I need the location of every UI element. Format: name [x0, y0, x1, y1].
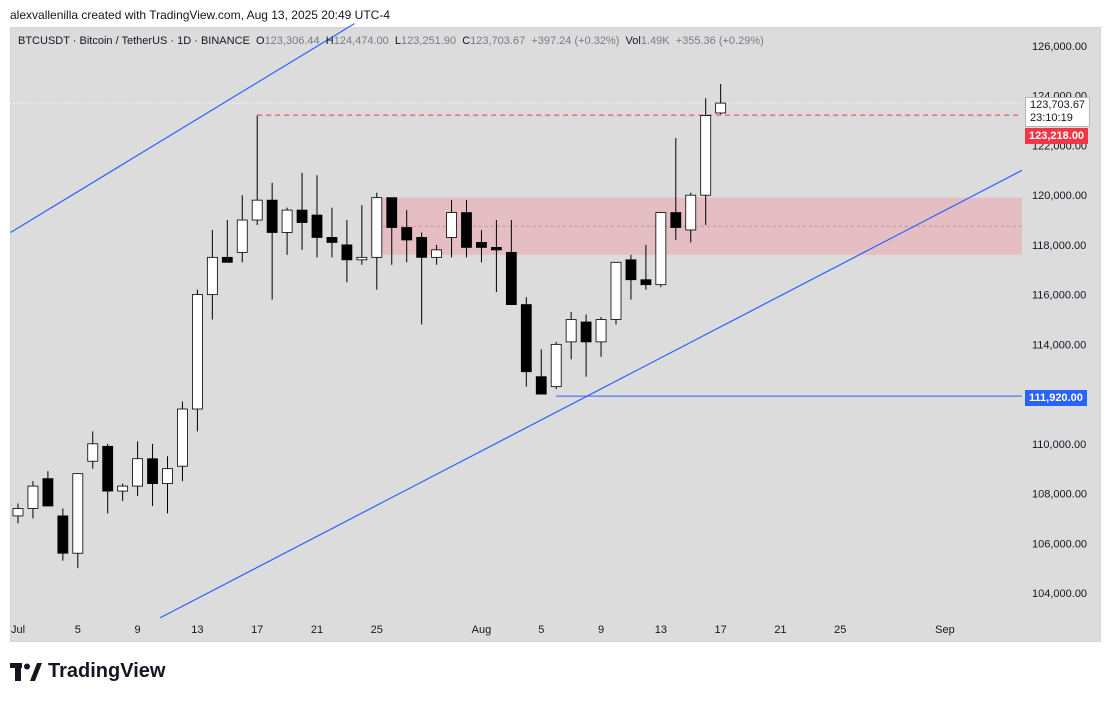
candle-countdown: 23:10:19: [1030, 112, 1073, 124]
low-value: 123,251.90: [401, 35, 457, 47]
candle-body: [191, 294, 203, 410]
candle-body: [296, 209, 308, 223]
last-price-value: 123,703.67: [1030, 99, 1086, 111]
y-tick-label: 114,000.00: [1032, 339, 1086, 351]
candle-body: [266, 199, 278, 233]
candle-body: [236, 219, 248, 253]
candle-body: [446, 212, 457, 238]
last-price-tag: 123,703.67 23:10:19: [1025, 97, 1091, 127]
candle-body: [72, 473, 84, 554]
candle-body: [371, 197, 383, 258]
candle-body: [206, 256, 218, 296]
tradingview-logo-icon: [10, 662, 42, 681]
open-label: O: [256, 35, 265, 47]
candle-body: [416, 237, 428, 258]
y-tick-label: 116,000.00: [1032, 290, 1086, 302]
candle-body: [595, 319, 607, 343]
candle-body: [251, 199, 263, 221]
candle-body: [685, 194, 697, 231]
channel-upper-line: [10, 23, 355, 233]
x-tick-label: 17: [715, 624, 727, 636]
candle-body: [505, 251, 517, 305]
candle-body: [461, 212, 472, 248]
high-value: 124,474.00: [333, 35, 389, 47]
ohlc-legend: BTCUSDT · Bitcoin / TetherUS · 1D · BINA…: [18, 35, 764, 47]
candle-body: [162, 468, 173, 485]
x-tick-label: Sep: [935, 624, 955, 636]
x-tick-label: 9: [135, 624, 141, 636]
candle-body: [401, 227, 413, 241]
x-tick-label: 9: [598, 624, 604, 636]
candle-body: [610, 261, 622, 320]
candle-body: [341, 244, 353, 261]
brand[interactable]: TradingView: [10, 660, 165, 683]
x-tick-label: 5: [75, 624, 81, 636]
chart-frame[interactable]: [10, 27, 1101, 642]
y-tick-label: 126,000.00: [1032, 41, 1087, 53]
candle-body: [356, 256, 368, 261]
candle-body: [715, 102, 727, 114]
candle-body: [326, 237, 338, 243]
candle-body: [520, 304, 532, 373]
candle-body: [27, 485, 39, 509]
candle-body: [670, 212, 682, 228]
x-tick-label: 21: [311, 624, 323, 636]
x-tick-label: Jul: [11, 624, 25, 636]
volume-value: 1.49K: [640, 35, 670, 47]
change-value: +397.24 (+0.32%): [531, 35, 620, 47]
candle-body: [535, 376, 547, 395]
candle-body: [476, 242, 487, 248]
candle-body: [311, 214, 323, 238]
x-tick-label: 13: [655, 624, 667, 636]
candle-body: [700, 115, 712, 196]
channel-lower-line: [159, 169, 1023, 619]
blue-level-tag: 111,920.00: [1025, 390, 1087, 406]
x-tick-label: 13: [191, 624, 203, 636]
candle-body: [431, 249, 443, 258]
candle-body: [57, 515, 69, 554]
close-value: 123,703.67: [470, 35, 526, 47]
candle-body: [132, 458, 144, 487]
candle-body: [117, 485, 129, 492]
volume-label: Vol: [625, 35, 641, 47]
high-label: H: [325, 35, 334, 47]
candle-body: [87, 443, 99, 462]
y-tick-label: 106,000.00: [1032, 538, 1087, 550]
low-label: L: [394, 35, 402, 47]
x-tick-label: 25: [834, 624, 846, 636]
chart-credit: alexvallenilla created with TradingView.…: [10, 8, 390, 22]
close-label: C: [462, 35, 471, 47]
y-tick-label: 104,000.00: [1032, 588, 1087, 600]
candle-body: [655, 212, 667, 286]
y-tick-label: 108,000.00: [1032, 489, 1087, 501]
candle-body: [102, 445, 114, 492]
symbol-label[interactable]: BTCUSDT · Bitcoin / TetherUS · 1D · BINA…: [18, 35, 250, 47]
candle-body: [565, 319, 577, 343]
candle-body: [281, 209, 293, 233]
y-tick-label: 120,000.00: [1032, 190, 1087, 202]
candle-body: [12, 508, 24, 517]
volume-change-value: +355.36 (+0.29%): [675, 35, 764, 47]
open-value: 123,306.44: [264, 35, 320, 47]
candle-body: [177, 408, 188, 467]
candle-body: [640, 279, 652, 286]
candle-body: [580, 321, 592, 343]
brand-name: TradingView: [48, 660, 166, 682]
red-level-tag: 123,218.00: [1025, 128, 1089, 144]
x-tick-label: 25: [371, 624, 383, 636]
candle-body: [550, 343, 562, 388]
y-tick-label: 110,000.00: [1032, 439, 1086, 451]
x-tick-label: 5: [538, 624, 544, 636]
candle-body: [42, 478, 54, 507]
candle-body: [625, 259, 637, 281]
x-tick-label: 17: [251, 624, 263, 636]
y-tick-label: 118,000.00: [1032, 240, 1086, 252]
candle-body: [221, 256, 233, 263]
candle-body: [490, 246, 502, 251]
x-tick-label: Aug: [472, 624, 492, 636]
candle-body: [147, 458, 158, 484]
candle-body: [386, 197, 398, 228]
x-tick-label: 21: [774, 624, 786, 636]
